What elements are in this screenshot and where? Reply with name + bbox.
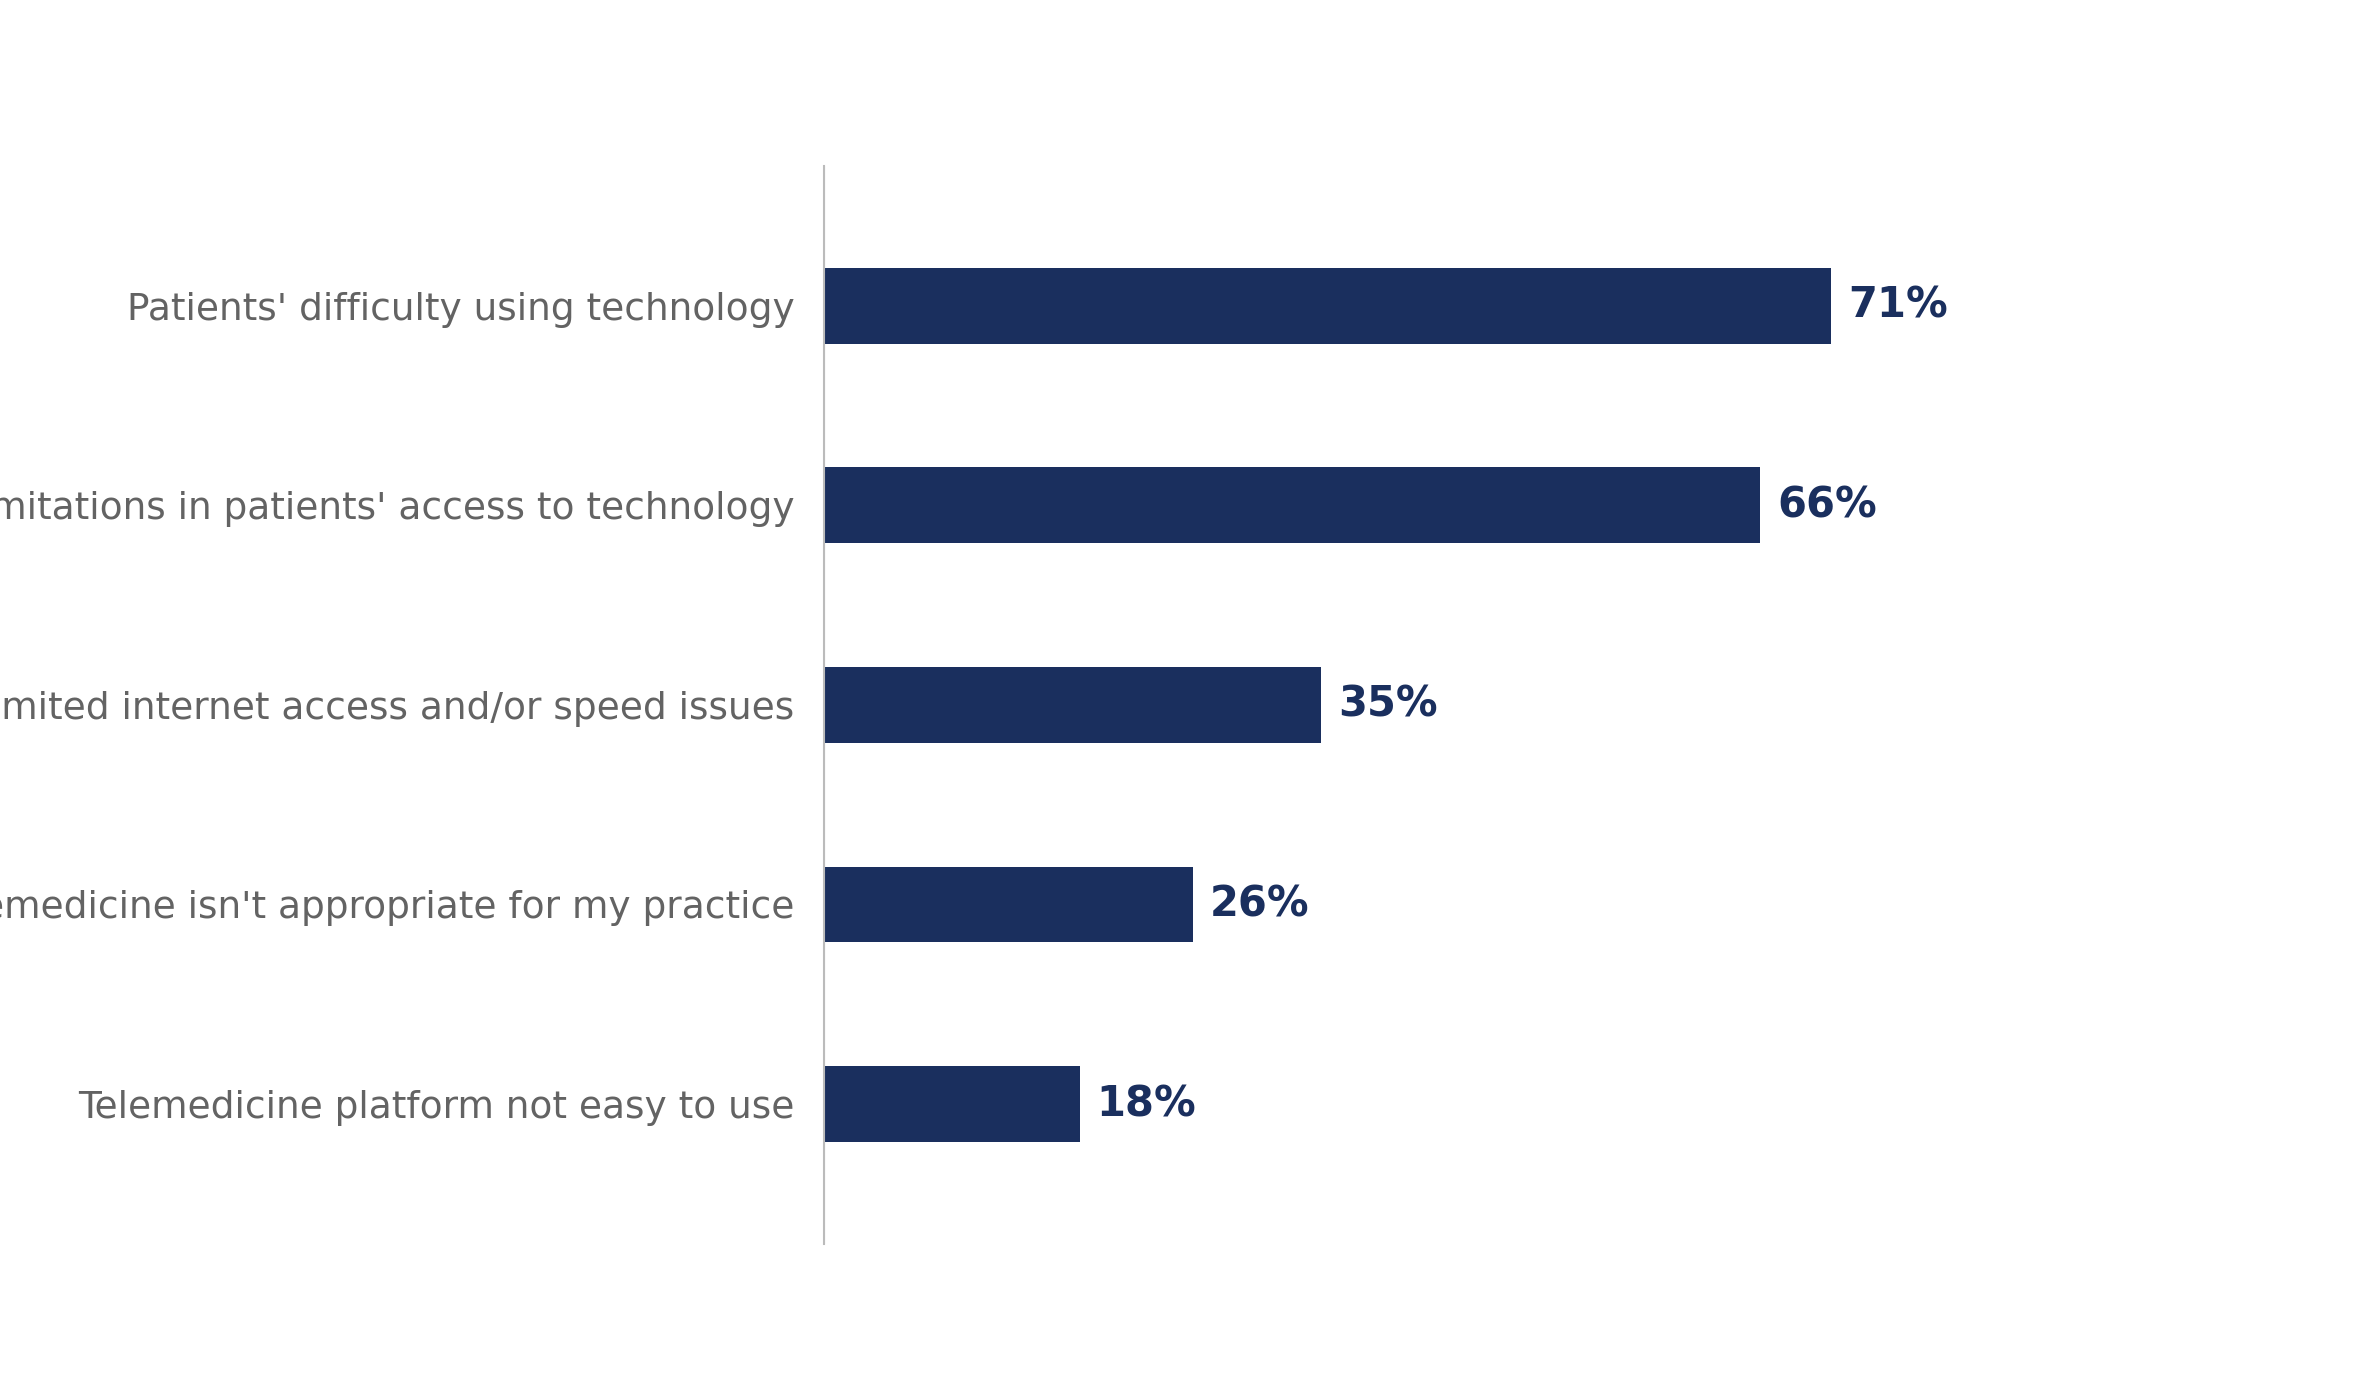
Bar [824, 668, 1321, 742]
Text: 18%: 18% [1097, 1083, 1196, 1125]
Text: 71%: 71% [1849, 285, 1948, 326]
Bar [824, 467, 1762, 543]
Bar [824, 1066, 1079, 1142]
Bar [824, 268, 1832, 344]
Text: 66%: 66% [1778, 484, 1877, 527]
Text: 26%: 26% [1210, 883, 1309, 926]
Bar [824, 867, 1194, 943]
Text: 35%: 35% [1338, 684, 1437, 726]
